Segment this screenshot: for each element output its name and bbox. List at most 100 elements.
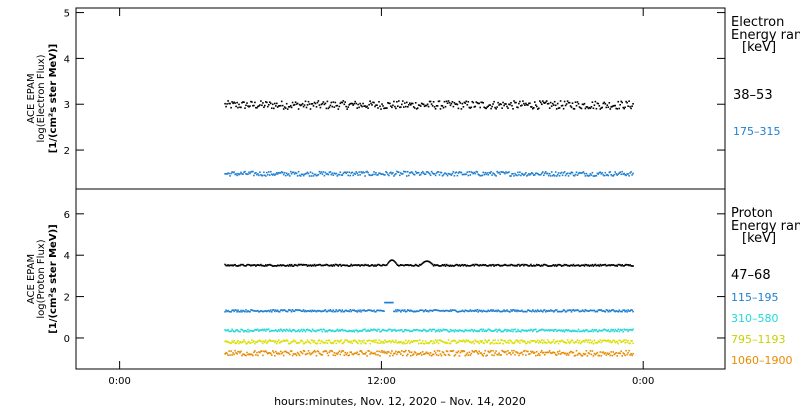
data-point — [253, 104, 255, 107]
data-point — [326, 100, 329, 103]
data-point — [606, 264, 609, 267]
data-point — [505, 264, 507, 266]
data-point — [606, 104, 609, 106]
data-point — [295, 354, 298, 357]
data-point — [543, 309, 545, 312]
data-point — [453, 330, 456, 333]
data-point — [450, 330, 453, 332]
data-point — [514, 328, 516, 331]
data-point — [616, 355, 618, 357]
data-point — [437, 171, 440, 173]
data-point — [261, 329, 263, 332]
data-point — [415, 354, 418, 356]
data-point — [267, 264, 269, 266]
data-point — [460, 350, 463, 352]
data-point — [383, 174, 385, 176]
data-point — [227, 309, 229, 312]
data-point — [538, 352, 540, 355]
data-point — [494, 310, 496, 312]
data-point — [334, 330, 337, 333]
data-point — [226, 173, 228, 175]
data-point — [406, 310, 408, 313]
data-point — [579, 342, 582, 345]
data-point — [541, 103, 543, 106]
data-point — [602, 339, 605, 342]
data-point — [452, 339, 455, 342]
data-point — [227, 100, 229, 102]
data-point — [464, 329, 467, 331]
data-point — [260, 310, 262, 312]
data-point — [444, 105, 447, 108]
y-tick-label: 5 — [64, 9, 70, 20]
data-point — [626, 264, 628, 266]
data-point — [283, 350, 286, 353]
data-point — [317, 264, 320, 266]
data-point — [586, 310, 589, 312]
data-point — [251, 101, 253, 103]
data-point — [585, 309, 588, 312]
data-point — [624, 341, 626, 344]
data-point — [625, 263, 627, 266]
data-point — [228, 341, 230, 344]
data-point — [325, 173, 328, 175]
data-point — [557, 263, 560, 266]
data-point — [227, 172, 229, 174]
data-point — [338, 329, 341, 331]
data-point — [593, 104, 596, 106]
data-point — [465, 100, 468, 103]
data-point — [257, 354, 259, 357]
data-point — [390, 259, 392, 262]
data-point — [503, 340, 505, 342]
data-point — [302, 328, 305, 331]
data-point — [550, 310, 553, 312]
data-point — [476, 309, 479, 311]
data-point — [500, 310, 502, 313]
data-point — [596, 102, 599, 105]
data-point — [582, 310, 585, 312]
data-point — [482, 328, 484, 331]
data-point — [254, 342, 256, 345]
data-point — [408, 174, 410, 177]
data-point — [519, 352, 521, 355]
data-point — [366, 340, 368, 342]
data-point — [524, 263, 526, 266]
data-point — [267, 173, 269, 176]
data-point — [393, 310, 395, 313]
data-point — [489, 342, 491, 345]
data-point — [337, 352, 340, 354]
data-point — [573, 310, 576, 312]
data-point — [339, 340, 342, 342]
data-point — [356, 264, 358, 267]
data-point — [492, 350, 494, 352]
data-point — [250, 171, 252, 173]
data-point — [602, 310, 605, 312]
data-point — [625, 174, 627, 177]
data-point — [411, 341, 414, 344]
data-point — [264, 328, 266, 331]
data-point — [322, 101, 325, 103]
data-point — [454, 309, 457, 312]
data-point — [559, 310, 562, 313]
data-point — [619, 171, 621, 173]
data-point — [404, 264, 406, 267]
data-point — [556, 329, 559, 332]
data-point — [578, 310, 581, 313]
data-point — [231, 354, 233, 356]
data-point — [539, 174, 541, 176]
data-point — [241, 173, 243, 175]
data-point — [308, 310, 311, 313]
data-point — [513, 264, 515, 267]
data-point — [241, 311, 243, 313]
data-point — [549, 342, 552, 345]
data-point — [516, 339, 518, 341]
data-point — [565, 103, 568, 105]
data-point — [530, 263, 532, 266]
data-point — [598, 105, 601, 107]
data-point — [590, 264, 593, 267]
data-point — [418, 263, 421, 266]
data-point — [482, 171, 484, 174]
data-point — [454, 103, 457, 105]
data-point — [498, 264, 500, 266]
data-point — [623, 265, 625, 267]
data-point — [296, 342, 299, 344]
